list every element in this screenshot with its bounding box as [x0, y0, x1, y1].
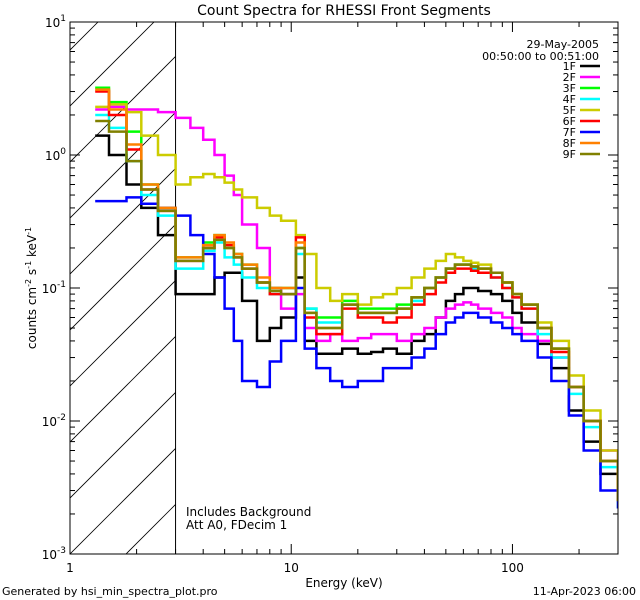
plot-frame	[69, 21, 619, 555]
hatch-line	[70, 447, 176, 554]
note-attenuator: Att A0, FDecim 1	[186, 518, 287, 532]
y-tick-label: 10-3	[42, 546, 66, 562]
y-axis-label: counts cm-2 s-1 keV-1	[24, 227, 39, 349]
x-tick-label: 1	[66, 561, 74, 575]
series-line-9f	[95, 119, 618, 502]
x-tick-label: 100	[501, 561, 524, 575]
time-range-label: 00:50:00 to 00:51:00	[482, 50, 599, 63]
chart-title: Count Spectra for RHESSI Front Segments	[197, 3, 491, 19]
axis-ticks	[69, 22, 619, 555]
legend-label-8f: 8F	[563, 137, 576, 150]
hatch-line	[70, 391, 176, 499]
y-tick-label: 10-1	[42, 280, 66, 296]
legend-label-7f: 7F	[563, 126, 576, 139]
series-line-1f	[95, 134, 618, 502]
x-tick-labels: 1 10 100	[66, 561, 524, 575]
y-tick-label: 100	[45, 147, 66, 163]
low-energy-hatch	[70, 22, 176, 554]
note-background: Includes Background	[186, 505, 311, 519]
hatch-line	[70, 22, 155, 107]
date-stamp-label: 11-Apr-2023 06:00	[533, 585, 636, 598]
legend-label-4f: 4F	[563, 93, 576, 106]
series-line-5f	[95, 103, 618, 491]
legend-label-3f: 3F	[563, 82, 576, 95]
series-line-2f	[95, 105, 618, 491]
generated-by-label: Generated by hsi_min_spectra_plot.pro	[2, 585, 218, 598]
legend-label-1f: 1F	[563, 60, 576, 73]
y-tick-label: 10-2	[42, 413, 66, 429]
legend-label-2f: 2F	[563, 71, 576, 84]
series-group	[95, 86, 618, 509]
hatch-line	[70, 22, 99, 51]
legend-label-9f: 9F	[563, 148, 576, 161]
legend-label-6f: 6F	[563, 115, 576, 128]
hatch-line	[70, 279, 176, 387]
y-tick-labels: 101 100 10-1 10-2 10-3	[42, 14, 67, 562]
x-axis-label: Energy (keV)	[305, 576, 382, 590]
legend-label-5f: 5F	[563, 104, 576, 117]
x-tick-label: 10	[284, 561, 299, 575]
y-tick-label: 101	[45, 14, 66, 30]
hatch-line	[70, 223, 176, 331]
date-label: 29-May-2005	[527, 38, 599, 51]
hatch-line	[70, 55, 176, 163]
